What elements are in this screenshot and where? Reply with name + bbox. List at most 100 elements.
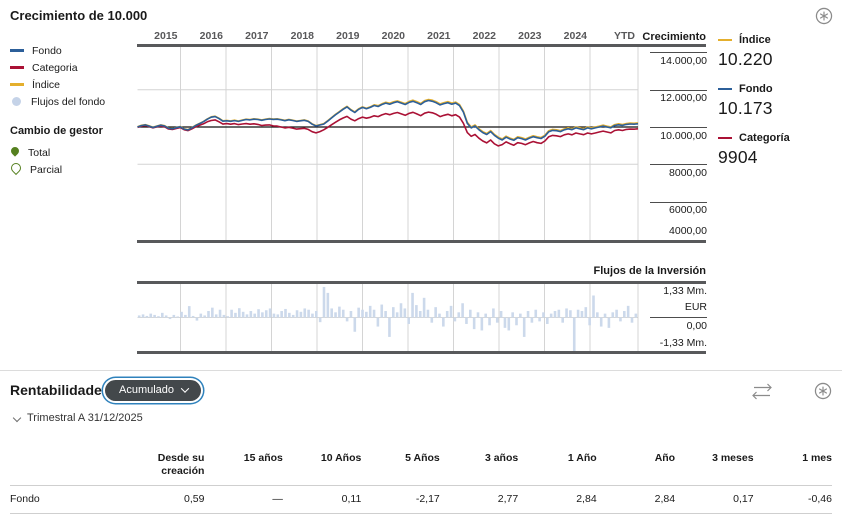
year-label-2024: 2024 xyxy=(563,30,587,42)
y-axis-tick xyxy=(650,89,707,91)
growth-axis-header: Crecimiento xyxy=(642,31,706,43)
y-axis-tick xyxy=(650,164,707,166)
flow-bar xyxy=(257,309,260,318)
table-cell: — xyxy=(272,493,283,506)
flow-bar xyxy=(172,314,176,318)
flow-bar xyxy=(191,315,195,318)
swap-view-button[interactable] xyxy=(750,383,774,405)
chart-menu-button[interactable] xyxy=(815,7,833,30)
flow-bar xyxy=(492,308,495,318)
flow-bar xyxy=(334,312,337,318)
accumulated-dropdown[interactable]: Acumulado xyxy=(105,380,202,401)
manager-legend-label: Total xyxy=(28,146,51,159)
period-toggle[interactable]: Trimestral A 31/12/2025 xyxy=(12,412,143,424)
y-axis-tick xyxy=(650,52,707,54)
flow-bar xyxy=(553,311,557,318)
flow-bar xyxy=(253,313,256,318)
flow-bar xyxy=(584,307,588,318)
summary-label: Índice xyxy=(739,34,771,46)
flow-bar xyxy=(619,317,622,322)
legend-label: Índice xyxy=(32,78,61,91)
flow-bar xyxy=(261,312,264,318)
flow-bar xyxy=(388,317,391,337)
flow-bar xyxy=(341,309,345,318)
flow-bar xyxy=(149,313,153,318)
flow-bar xyxy=(503,317,507,328)
flow-bar xyxy=(195,317,199,321)
flow-bar xyxy=(484,313,487,318)
growth-and-flows-plot[interactable] xyxy=(137,0,639,356)
year-label-2017: 2017 xyxy=(245,30,269,42)
flow-bar xyxy=(630,317,634,323)
legend-item-flujos-del-fondo[interactable]: Flujos del fondo xyxy=(10,93,135,110)
flow-bar xyxy=(368,305,372,318)
flow-bar xyxy=(187,306,191,318)
legend-item--ndice[interactable]: Índice xyxy=(10,76,135,93)
year-label-2023: 2023 xyxy=(518,30,542,42)
flow-bar xyxy=(461,303,464,318)
manager-legend-item-parcial: Parcial xyxy=(8,160,130,178)
flow-bar xyxy=(145,315,149,318)
flow-bar xyxy=(295,310,299,318)
flow-bar xyxy=(415,305,418,318)
flow-bar xyxy=(422,297,426,318)
flow-bar xyxy=(592,295,595,318)
summary-label: Fondo xyxy=(739,83,773,95)
returns-menu-button[interactable] xyxy=(814,382,832,405)
flow-bar xyxy=(330,308,333,318)
flows-plot-top-border xyxy=(137,281,706,284)
flow-bar xyxy=(137,315,141,318)
chevron-down-icon xyxy=(180,384,190,393)
summary-item-fondo: Fondo 10.173 xyxy=(718,83,828,119)
flow-bar xyxy=(576,309,580,318)
manager-change-legend: Total Parcial xyxy=(8,144,130,178)
returns-section-title: Rentabilidades xyxy=(10,382,110,398)
flow-bar xyxy=(438,313,441,318)
table-header-cell: 1 mes xyxy=(802,452,832,464)
flow-bar xyxy=(207,311,210,318)
table-cell: -2,17 xyxy=(415,493,440,506)
flow-bar xyxy=(226,316,230,318)
flow-bar xyxy=(211,307,214,318)
flow-bar xyxy=(199,313,203,318)
legend-item-fondo[interactable]: Fondo xyxy=(10,42,135,59)
flow-bar xyxy=(276,314,280,318)
summary-value: 10.220 xyxy=(718,49,773,69)
year-label-2019: 2019 xyxy=(336,30,360,42)
table-cell: 2,77 xyxy=(497,493,519,506)
pin-filled-pin-icon xyxy=(9,145,21,157)
flow-bar xyxy=(184,314,187,318)
year-label-2015: 2015 xyxy=(154,30,178,42)
flow-bar xyxy=(291,314,295,318)
swap-arrows-icon xyxy=(752,383,772,400)
legend-item-categoria[interactable]: Categoria xyxy=(10,59,135,76)
year-label-ytd: YTD xyxy=(614,30,635,42)
year-label-2021: 2021 xyxy=(427,30,451,42)
flow-bar xyxy=(607,317,611,328)
flow-bar xyxy=(234,312,237,318)
year-label-2018: 2018 xyxy=(290,30,314,42)
flow-bar xyxy=(338,306,341,318)
flow-bar xyxy=(603,313,607,318)
flow-bar xyxy=(596,312,599,318)
table-header-cell: 10 Años xyxy=(320,452,362,464)
flow-bar xyxy=(322,286,326,318)
summary-value: 10.173 xyxy=(718,98,773,118)
pin-hollow-pin-icon xyxy=(8,160,24,176)
table-header-cell: Desde su creación xyxy=(157,452,205,478)
flow-bar xyxy=(511,312,514,318)
flow-bar xyxy=(284,308,287,318)
flow-bar xyxy=(445,311,449,318)
table-cell: -0,46 xyxy=(808,493,832,506)
flow-bar xyxy=(222,314,226,318)
chevron-down-icon xyxy=(12,413,22,423)
flow-bar xyxy=(569,310,572,318)
summary-item-categora: Categoría 9904 xyxy=(718,132,828,168)
table-header-cell xyxy=(10,452,126,478)
flow-bar xyxy=(264,310,268,318)
flow-bar xyxy=(542,312,545,318)
flow-bar xyxy=(442,317,445,327)
flow-bar xyxy=(268,308,272,318)
flows-plot-bottom-border xyxy=(137,351,706,354)
